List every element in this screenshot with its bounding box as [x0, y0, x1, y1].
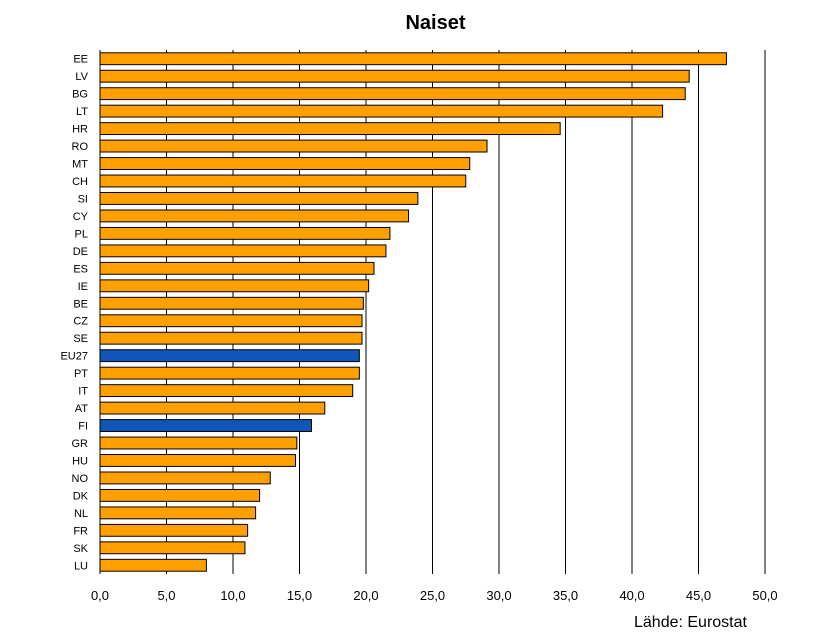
category-label: NO	[72, 473, 89, 485]
category-label: SI	[78, 193, 88, 205]
source-note: Lähde: Eurostat	[634, 614, 747, 631]
category-label: BG	[72, 89, 88, 101]
category-label: IE	[78, 281, 88, 293]
category-label: LT	[76, 106, 88, 118]
bar-fr	[99, 523, 249, 537]
x-tick-label: 0,0	[91, 588, 109, 603]
bar-ch	[99, 174, 467, 188]
bar-fi	[99, 419, 312, 432]
bar-cy	[99, 209, 410, 223]
bar-at	[99, 401, 326, 415]
category-label: EU27	[60, 351, 88, 363]
x-tick-label: 10,0	[220, 588, 245, 603]
bar-hr	[99, 122, 561, 136]
bar-ee	[99, 52, 727, 66]
bar-si	[99, 192, 419, 205]
category-label: FR	[73, 525, 88, 537]
x-tick-label: 50,0	[752, 588, 777, 603]
category-label: PT	[74, 368, 88, 380]
category-label: SE	[73, 333, 88, 345]
bar-be	[99, 296, 364, 310]
category-labels: EE LV BG LT HR RO MT CH SI CY PL DE ES IE BE CZ SE EU27 PT…	[60, 54, 88, 573]
x-tick-label: 45,0	[686, 588, 711, 603]
gridlines	[99, 50, 766, 574]
category-label: CH	[72, 176, 88, 188]
bar-es	[99, 261, 375, 275]
category-label: MT	[72, 159, 88, 171]
bar-de	[99, 244, 387, 258]
category-label: RO	[72, 141, 89, 153]
x-tick-label: 5,0	[157, 588, 175, 603]
category-label: NL	[74, 508, 88, 520]
category-label: PL	[75, 228, 88, 240]
x-tick-label: 25,0	[420, 588, 445, 603]
category-label: EE	[73, 54, 88, 66]
category-label: SK	[73, 543, 88, 555]
bar-se	[99, 331, 363, 345]
bar-it	[99, 384, 354, 398]
bar-pt	[99, 366, 360, 380]
category-label: CZ	[73, 316, 88, 328]
bar-lv	[99, 69, 690, 83]
bar-pl	[99, 226, 391, 240]
bar-mt	[99, 157, 471, 170]
category-label: FI	[78, 421, 88, 433]
bar-no	[99, 471, 271, 485]
bar-nl	[99, 506, 257, 520]
category-label: DE	[73, 246, 88, 258]
bar-ie	[99, 279, 370, 293]
category-label: ES	[73, 263, 88, 275]
category-label: HR	[72, 124, 88, 136]
x-tick-label: 20,0	[353, 588, 378, 603]
category-label: CY	[73, 211, 89, 223]
bars	[99, 52, 727, 572]
bar-dk	[99, 488, 261, 502]
bar-ro	[99, 139, 488, 153]
x-tick-label: 35,0	[553, 588, 578, 603]
category-label: HU	[72, 455, 88, 467]
category-label: BE	[73, 298, 88, 310]
chart-title: Naiset	[405, 12, 466, 34]
bar-bg	[99, 87, 686, 101]
category-label: LU	[74, 560, 88, 572]
x-tick-label: 40,0	[619, 588, 644, 603]
bar-cz	[99, 314, 363, 328]
category-label: LV	[75, 71, 88, 83]
category-label: IT	[78, 386, 88, 398]
x-tick-label: 30,0	[486, 588, 511, 603]
bar-lu	[99, 558, 207, 572]
bar-gr	[99, 436, 298, 450]
category-label: DK	[73, 490, 89, 502]
x-tick-labels: 0,0 5,0 10,0 15,0 20,0 25,0 30,0 35,0 40,0 45,0 50…	[91, 588, 778, 603]
bar-eu27	[99, 349, 360, 363]
bar-sk	[99, 541, 246, 555]
category-label: AT	[75, 403, 89, 415]
category-label: GR	[72, 438, 89, 450]
x-tick-label: 15,0	[287, 588, 312, 603]
bar-hu	[99, 454, 297, 467]
bar-lt	[99, 104, 664, 118]
